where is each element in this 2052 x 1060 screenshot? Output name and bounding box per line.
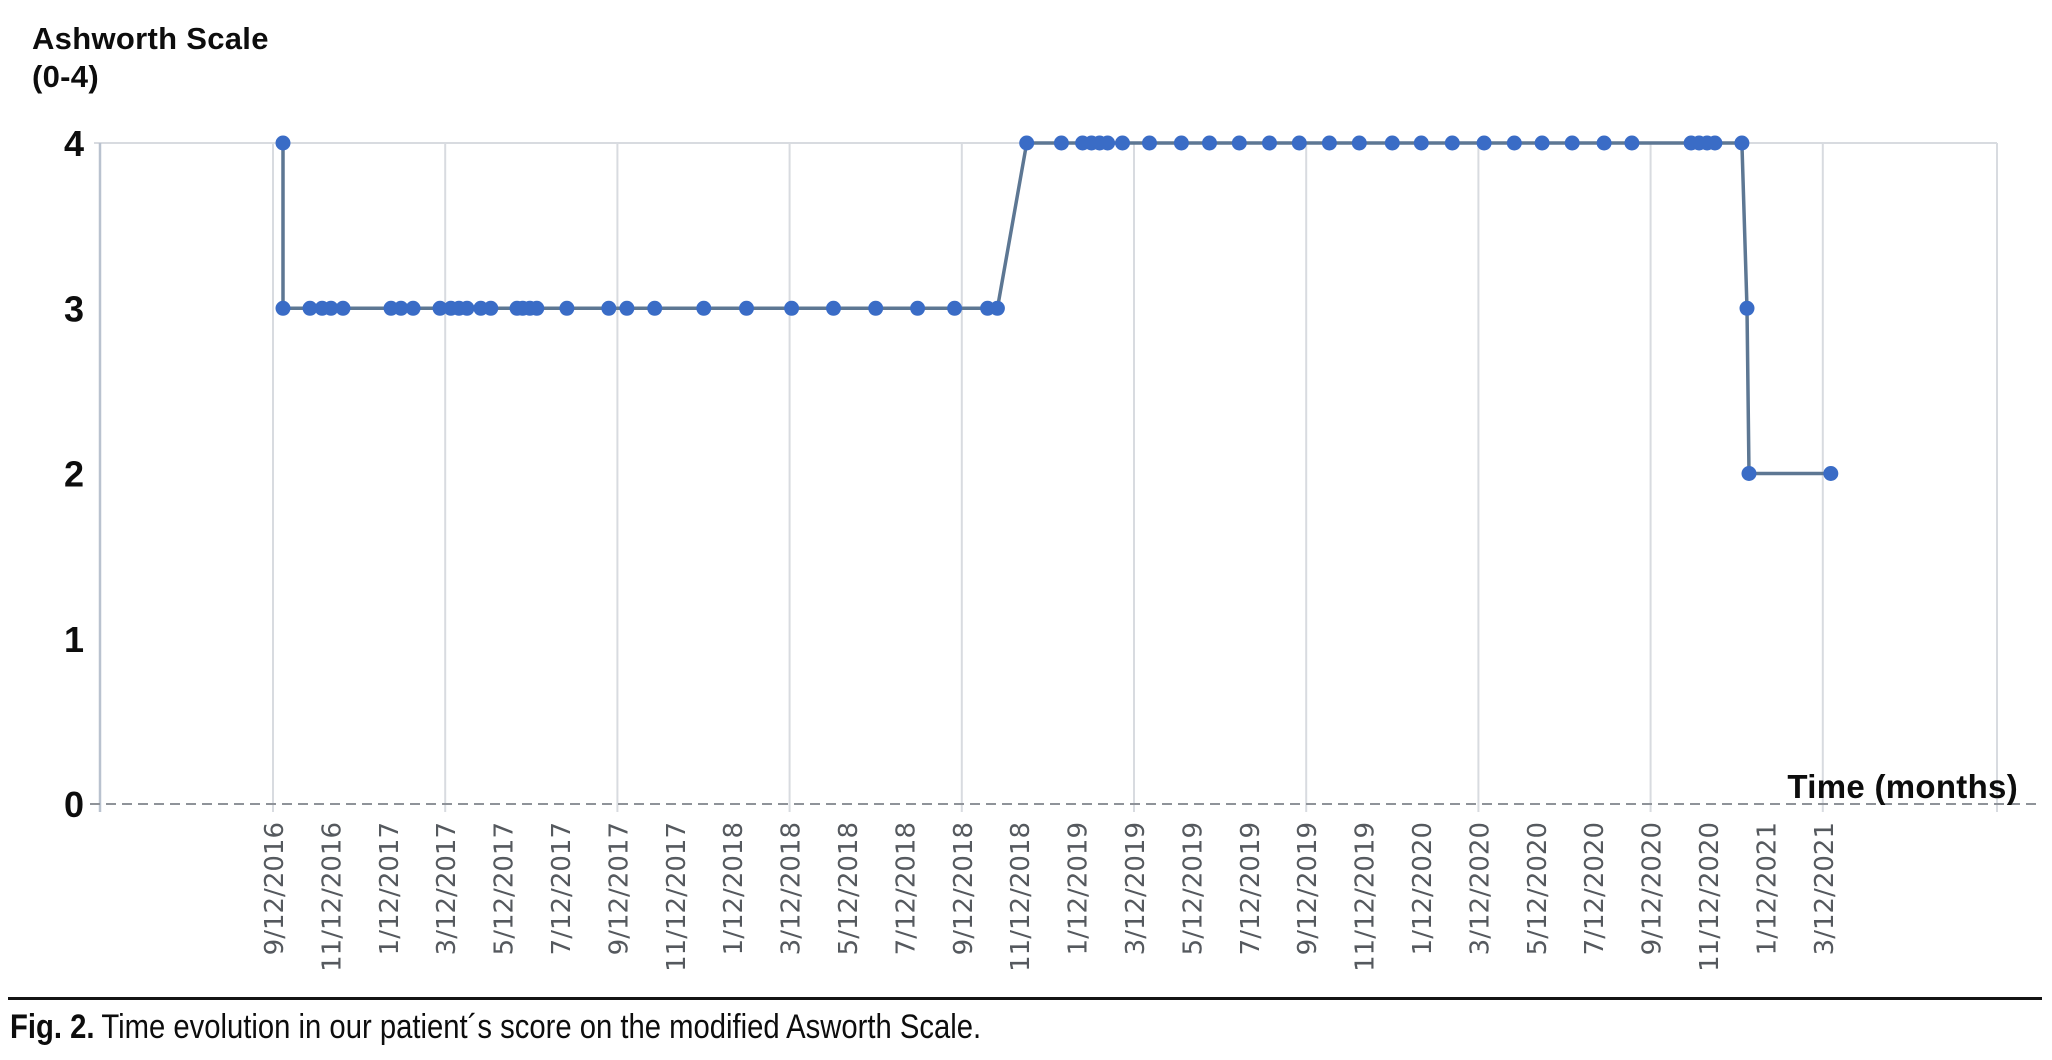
caption-figure-number: Fig. 2. bbox=[10, 1008, 95, 1046]
x-tick-label: 11/12/2019 bbox=[1351, 822, 1381, 972]
y-axis-title-line2: (0-4) bbox=[32, 59, 99, 94]
x-tick-label: 5/12/2018 bbox=[834, 822, 864, 955]
data-point bbox=[1823, 466, 1839, 481]
y-tick-label: 0 bbox=[64, 784, 84, 825]
data-point bbox=[1444, 135, 1460, 151]
data-point bbox=[910, 300, 926, 316]
x-tick-label: 5/12/2019 bbox=[1178, 822, 1208, 955]
data-point bbox=[696, 300, 712, 316]
y-axis-title-line1: Ashworth Scale bbox=[32, 21, 269, 56]
x-tick-label: 3/12/2020 bbox=[1465, 822, 1495, 955]
x-tick-label: 11/12/2018 bbox=[1006, 822, 1036, 972]
data-point bbox=[1413, 135, 1429, 151]
data-point bbox=[1741, 466, 1757, 481]
data-point bbox=[1100, 135, 1116, 151]
data-point bbox=[1384, 135, 1400, 151]
data-point bbox=[1564, 135, 1580, 151]
data-point bbox=[739, 300, 754, 316]
data-point bbox=[529, 300, 545, 316]
x-axis-title: Time (months) bbox=[1787, 768, 2018, 805]
data-point bbox=[405, 300, 421, 316]
data-point bbox=[1173, 135, 1189, 151]
x-tick-label: 7/12/2018 bbox=[891, 822, 921, 955]
x-tick-label: 7/12/2020 bbox=[1580, 822, 1610, 955]
data-point bbox=[1707, 135, 1723, 151]
data-point bbox=[1624, 135, 1640, 151]
data-point bbox=[1476, 135, 1492, 151]
x-tick-label: 3/12/2017 bbox=[432, 822, 462, 955]
data-point bbox=[1351, 135, 1367, 151]
caption-text: Time evolution in our patient´s score on… bbox=[101, 1008, 982, 1046]
data-point bbox=[323, 300, 339, 316]
data-point bbox=[619, 300, 635, 316]
x-tick-label: 1/12/2020 bbox=[1408, 822, 1438, 955]
data-point bbox=[1053, 135, 1069, 151]
y-tick-label: 2 bbox=[64, 454, 84, 495]
data-point bbox=[335, 300, 351, 316]
data-point bbox=[1202, 135, 1217, 151]
x-tick-label: 5/12/2017 bbox=[490, 822, 520, 955]
x-tick-label: 1/12/2018 bbox=[719, 822, 749, 955]
x-tick-label: 7/12/2017 bbox=[547, 822, 577, 955]
data-point bbox=[989, 300, 1005, 316]
x-tick-label: 9/12/2016 bbox=[260, 822, 290, 955]
data-point bbox=[1596, 135, 1612, 151]
data-point bbox=[947, 300, 963, 316]
x-tick-label: 9/12/2017 bbox=[604, 822, 634, 955]
x-tick-label: 11/12/2020 bbox=[1695, 822, 1725, 972]
data-point bbox=[559, 300, 575, 316]
data-point bbox=[1019, 135, 1035, 151]
data-point bbox=[393, 300, 409, 316]
data-point bbox=[1115, 135, 1130, 151]
x-tick-label: 7/12/2019 bbox=[1236, 822, 1266, 955]
data-point bbox=[1142, 135, 1157, 151]
x-tick-label: 9/12/2020 bbox=[1638, 822, 1668, 955]
x-tick-label: 9/12/2018 bbox=[949, 822, 979, 955]
y-tick-label: 4 bbox=[64, 123, 84, 164]
y-tick-label: 1 bbox=[64, 619, 84, 660]
data-point bbox=[868, 300, 884, 316]
data-point bbox=[1262, 135, 1277, 151]
y-tick-label: 3 bbox=[64, 288, 84, 329]
data-point bbox=[302, 300, 318, 316]
x-tick-label: 3/12/2018 bbox=[777, 822, 807, 955]
data-point bbox=[1291, 135, 1307, 151]
data-point bbox=[275, 135, 291, 151]
figure-caption: Fig. 2. Time evolution in our patient´s s… bbox=[10, 1008, 981, 1047]
data-point bbox=[432, 300, 448, 316]
y-axis-title: Ashworth Scale (0-4) bbox=[32, 20, 269, 96]
x-tick-label: 1/12/2019 bbox=[1064, 822, 1094, 955]
x-tick-label: 3/12/2019 bbox=[1121, 822, 1151, 955]
x-tick-label: 5/12/2020 bbox=[1523, 822, 1553, 955]
x-tick-label: 9/12/2019 bbox=[1293, 822, 1323, 955]
data-point bbox=[1231, 135, 1247, 151]
data-point bbox=[784, 300, 800, 316]
data-point bbox=[459, 300, 475, 316]
x-tick-label: 1/12/2021 bbox=[1752, 822, 1782, 955]
x-tick-label: 11/12/2016 bbox=[317, 822, 347, 972]
x-tick-label: 1/12/2017 bbox=[375, 822, 405, 955]
data-point bbox=[1506, 135, 1522, 151]
data-point bbox=[1734, 135, 1750, 151]
data-point bbox=[601, 300, 617, 316]
data-point bbox=[275, 300, 291, 316]
x-tick-label: 11/12/2017 bbox=[662, 822, 692, 972]
caption-divider bbox=[8, 997, 2042, 1000]
data-point bbox=[826, 300, 841, 316]
data-point bbox=[647, 300, 663, 316]
data-point bbox=[1739, 300, 1755, 316]
data-point bbox=[1534, 135, 1550, 151]
data-point bbox=[483, 300, 499, 316]
x-tick-label: 3/12/2021 bbox=[1810, 822, 1840, 955]
data-point bbox=[1321, 135, 1337, 151]
